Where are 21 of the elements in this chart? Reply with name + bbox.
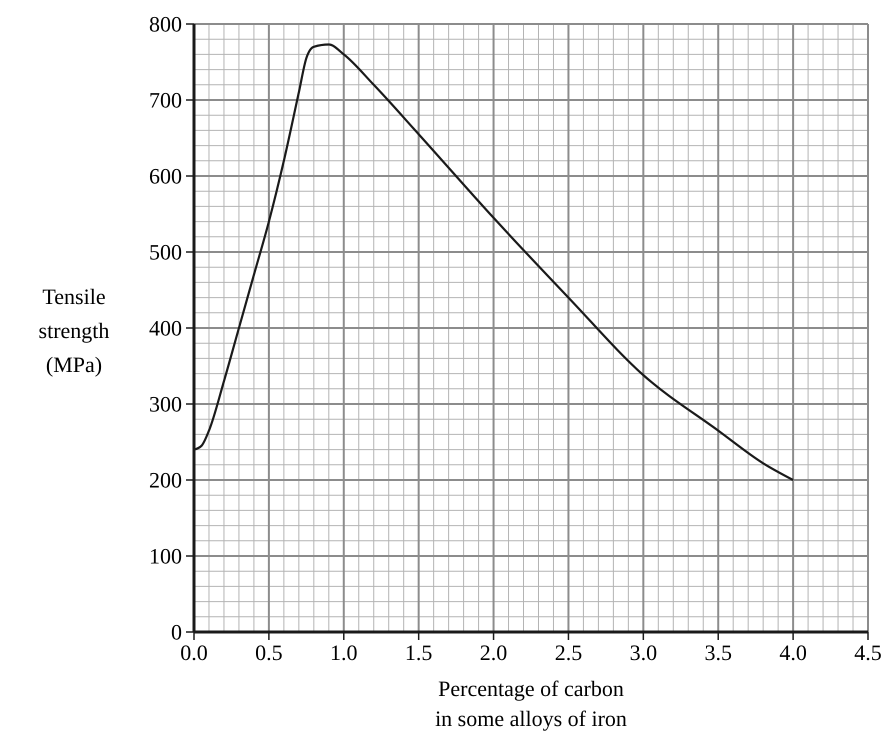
x-tick-label: 3.5 — [704, 640, 732, 665]
x-tick-label: 4.0 — [779, 640, 807, 665]
y-tick-label: 300 — [149, 392, 182, 417]
x-tick-label: 2.0 — [480, 640, 508, 665]
x-tick-label: 0.0 — [180, 640, 208, 665]
y-tick-label: 200 — [149, 468, 182, 493]
x-tick-label: 4.5 — [854, 640, 882, 665]
y-tick-label: 400 — [149, 316, 182, 341]
x-tick-label: 2.5 — [554, 640, 582, 665]
x-axis-title: Percentage of carbon in some alloys of iron — [435, 676, 627, 731]
x-tick-label: 1.0 — [330, 640, 358, 665]
y-tick-label: 0 — [171, 620, 182, 645]
y-axis-title: Tensile strength (MPa) — [38, 284, 110, 377]
y-tick-label: 600 — [149, 164, 182, 189]
x-tick-label: 0.5 — [255, 640, 283, 665]
x-tick-label: 3.0 — [630, 640, 658, 665]
x-tick-label: 1.5 — [404, 640, 432, 665]
y-tick-label: 700 — [149, 88, 182, 113]
y-tick-label: 500 — [149, 240, 182, 265]
y-tick-label: 100 — [149, 544, 182, 569]
y-tick-label: 800 — [149, 12, 182, 37]
